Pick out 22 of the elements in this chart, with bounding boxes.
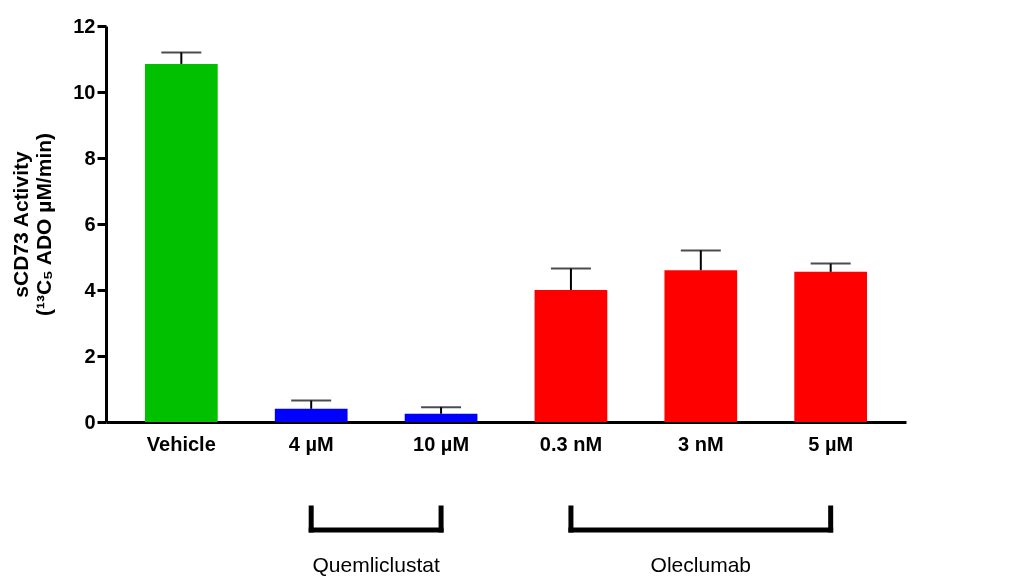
x-tick-label: 4 µM [288,432,334,455]
bar [274,408,348,422]
x-tick-label: 0.3 nM [539,432,603,455]
y-tick-label: 12 [73,14,96,37]
y-tick-label: 10 [73,80,96,103]
y-tick-label: 8 [84,146,96,169]
x-tick-label: 5 µM [808,432,854,455]
bar [794,271,868,422]
y-tick-label: 4 [84,278,97,301]
y-tick-label: 2 [84,344,96,367]
x-tick-label: 3 nM [678,432,724,455]
bar [404,413,478,422]
y-tick-label: 6 [84,212,96,235]
bar [144,63,218,422]
y-axis-title: sCD73 Activity (¹³C₅ ADO µM/min) [9,132,56,317]
x-tick-label: 10 µM [413,432,470,455]
bar [534,290,608,422]
bar [664,270,738,422]
text: Quemliclustat [312,553,440,576]
y-tick-label: 0 [84,410,96,433]
text: Oleclumab [650,553,751,576]
x-tick-label: Vehicle [146,432,216,455]
